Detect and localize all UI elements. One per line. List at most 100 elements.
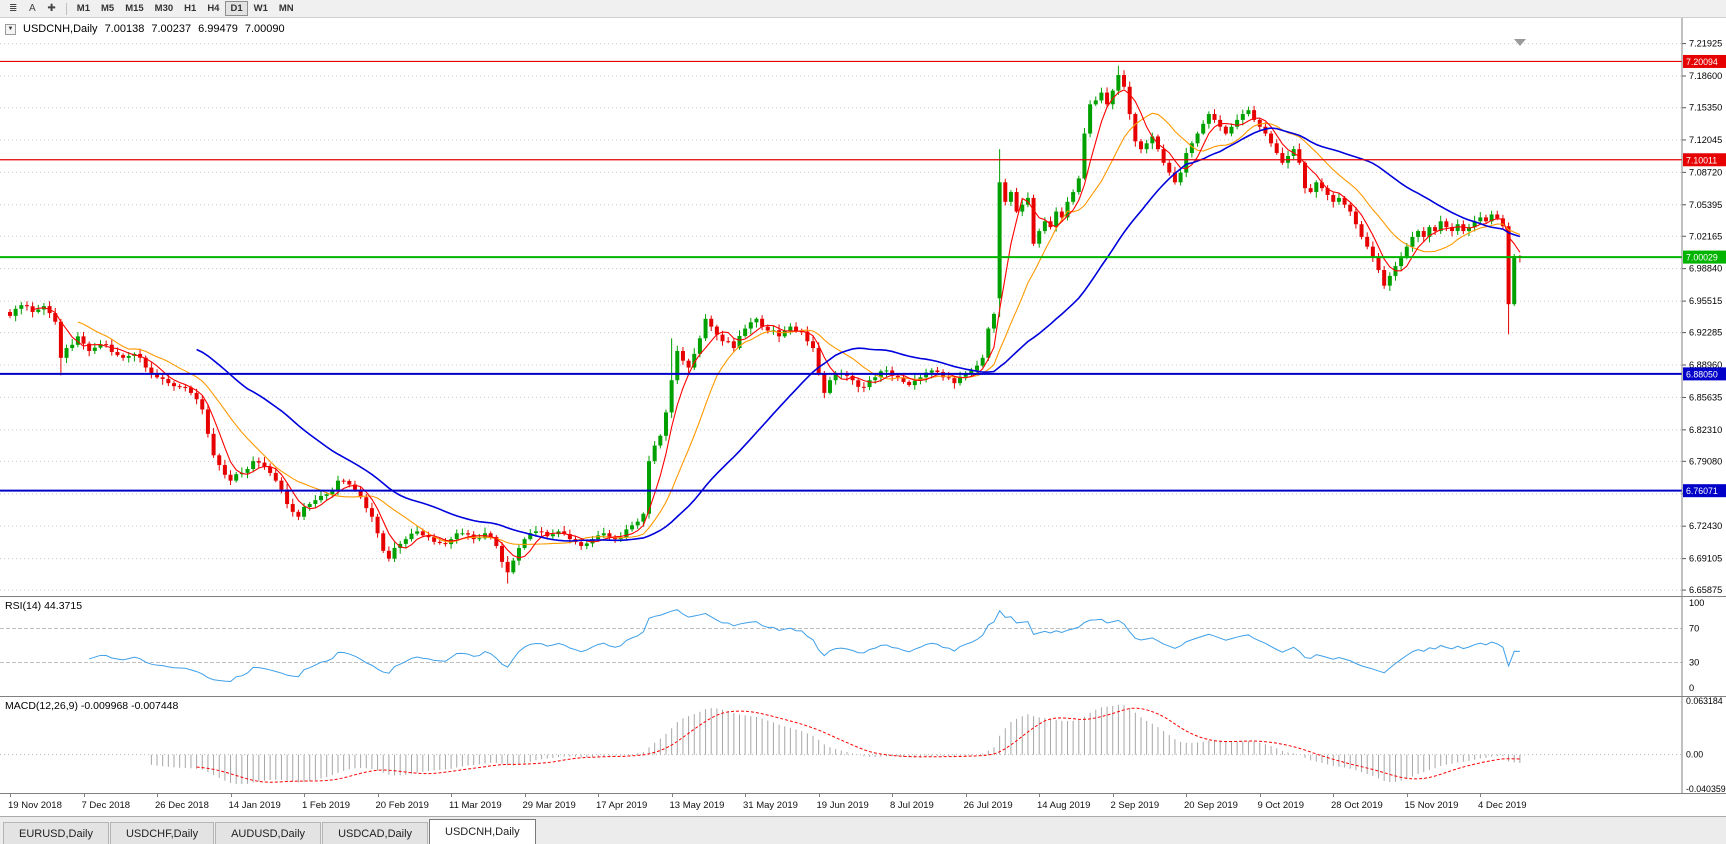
rsi-axis-label: 100: [1689, 598, 1704, 608]
macd-signal-line: [196, 707, 1520, 783]
svg-text:7.20094: 7.20094: [1686, 57, 1718, 67]
price-tick-label: 6.92285: [1689, 328, 1722, 338]
price-level-badge: [1683, 54, 1726, 68]
time-tick: [1333, 794, 1334, 797]
date-label: 13 May 2019: [669, 800, 725, 811]
tab-audusd-daily[interactable]: AUDUSD,Daily: [215, 822, 322, 844]
time-tick: [1039, 794, 1040, 797]
time-tick: [1186, 794, 1187, 797]
date-label: 14 Aug 2019: [1037, 800, 1091, 811]
tab-eurusd-daily[interactable]: EURUSD,Daily: [3, 822, 109, 844]
svg-text:7.10011: 7.10011: [1686, 155, 1717, 165]
price-tick-label: 7.18600: [1689, 71, 1722, 81]
date-label: 17 Apr 2019: [596, 800, 648, 811]
timeframe-button-group: M1 M5 M15 M30 H1 H4 D1 W1 MN: [72, 1, 299, 16]
date-label: 7 Dec 2018: [81, 800, 131, 811]
time-tick: [1259, 794, 1261, 797]
time-tick: [1406, 794, 1408, 797]
tf-button-d1[interactable]: D1: [225, 1, 248, 16]
date-label: 20 Feb 2019: [375, 800, 429, 811]
time-tick: [157, 794, 158, 797]
tf-button-m30[interactable]: M30: [154, 2, 174, 14]
tf-button-m5[interactable]: M5: [100, 2, 115, 14]
rsi-axis-label: 30: [1689, 658, 1699, 668]
price-tick-label: 6.79080: [1689, 456, 1722, 466]
symbol-dropdown-icon[interactable]: ▼: [5, 23, 16, 35]
date-label: 1 Feb 2019: [302, 800, 351, 811]
chart-toolbar: ≣ A ✚ M1 M5 M15 M30 H1 H4 D1 W1 MN: [0, 0, 1726, 18]
time-tick: [230, 794, 232, 797]
macd-indicator-label: MACD(12,26,9) -0.009968 -0.007448: [5, 700, 179, 712]
price-tick-label: 7.21925: [1689, 39, 1722, 49]
date-label: 29 Mar 2019: [522, 800, 576, 811]
time-tick: [10, 794, 11, 797]
price-chart[interactable]: 7.21925 7.18600 7.15350 7.12045 7.08720 7.053…: [0, 18, 1726, 596]
price-tick-label: 7.12045: [1689, 135, 1722, 145]
ohlc-open: 7.00138: [104, 23, 145, 35]
date-label: 26 Jul 2019: [963, 800, 1013, 811]
price-tick-label: 6.88960: [1689, 360, 1722, 370]
time-tick: [965, 794, 967, 797]
price-tick-label: 7.02165: [1689, 231, 1722, 241]
price-level-badge: [1683, 484, 1726, 498]
ohlc-low: 6.99479: [198, 23, 238, 35]
tf-button-h4[interactable]: H4: [207, 2, 220, 14]
date-label: 8 Jul 2019: [890, 800, 934, 811]
time-tick: [304, 794, 305, 797]
macd-histogram: [150, 704, 1521, 785]
price-tick-label: 6.65875: [1689, 585, 1722, 595]
svg-text:7.00029: 7.00029: [1686, 253, 1718, 263]
date-label: 4 Dec 2019: [1478, 800, 1527, 811]
tab-usdcnh-daily[interactable]: USDCNH,Daily: [429, 819, 536, 844]
time-tick: [892, 794, 893, 797]
svg-text:6.76071: 6.76071: [1686, 486, 1718, 496]
price-tick-label: 6.85635: [1689, 392, 1722, 402]
rsi-line: [89, 609, 1520, 683]
date-label: 19 Jun 2019: [816, 800, 869, 811]
candles: [8, 65, 1522, 584]
date-label: 11 Mar 2019: [449, 800, 502, 811]
tf-button-m15[interactable]: M15: [125, 2, 144, 14]
date-label: 20 Sep 2019: [1184, 800, 1238, 811]
price-tick-label: 6.95515: [1689, 296, 1722, 306]
macd-panel[interactable]: 0.063184 0.00 -0.040359: [0, 696, 1726, 794]
time-tick: [598, 794, 599, 797]
price-tick-label: 7.08720: [1689, 167, 1722, 177]
time-axis[interactable]: 19 Nov 2018 7 Dec 2018 26 Dec 2018 14 Jan 2…: [0, 794, 1726, 816]
date-label: 26 Dec 2018: [155, 800, 209, 811]
date-label: 2 Sep 2019: [1110, 800, 1160, 811]
charts-list-icon[interactable]: ≣: [9, 2, 18, 14]
text-tool-button[interactable]: A: [29, 2, 36, 14]
price-tick-label: 6.82310: [1689, 425, 1722, 435]
ohlc-high: 7.00237: [151, 23, 192, 35]
rsi-panel[interactable]: 100 70 30 0: [0, 596, 1726, 696]
time-tick: [1112, 794, 1114, 797]
time-tick: [671, 794, 673, 797]
price-tick-label: 6.98840: [1689, 264, 1722, 274]
date-label: 15 Nov 2019: [1404, 800, 1459, 811]
price-level-badge: [1683, 250, 1726, 264]
symbol-label: USDCNH,Daily: [23, 23, 98, 35]
price-tick-label: 7.05395: [1689, 200, 1722, 210]
chart-title-ohlc: ▼ USDCNH,Daily 7.00138 7.00237 6.99479 7…: [5, 23, 285, 35]
chart-shift-marker: [1514, 39, 1526, 46]
price-tick-label: 7.15350: [1689, 103, 1722, 113]
crosshair-icon[interactable]: ✚: [47, 2, 56, 14]
tf-button-m1[interactable]: M1: [76, 2, 90, 14]
tf-button-mn[interactable]: MN: [278, 2, 294, 14]
moving-average-34: [196, 127, 1521, 542]
time-tick: [818, 794, 820, 797]
tf-button-w1[interactable]: W1: [253, 2, 268, 14]
time-tick: [83, 794, 85, 797]
macd-axis-label: 0.063184: [1686, 696, 1723, 706]
tf-button-h1[interactable]: H1: [184, 2, 197, 14]
date-label: 14 Jan 2019: [228, 800, 281, 811]
tab-usdchf-daily[interactable]: USDCHF,Daily: [109, 822, 215, 844]
price-tick-label: 6.69105: [1689, 554, 1722, 564]
time-tick: [1480, 794, 1481, 797]
svg-text:6.88050: 6.88050: [1686, 369, 1718, 379]
date-label: 31 May 2019: [743, 800, 798, 811]
rsi-axis-label: 70: [1689, 624, 1699, 634]
tab-usdcad-daily[interactable]: USDCAD,Daily: [322, 822, 429, 844]
